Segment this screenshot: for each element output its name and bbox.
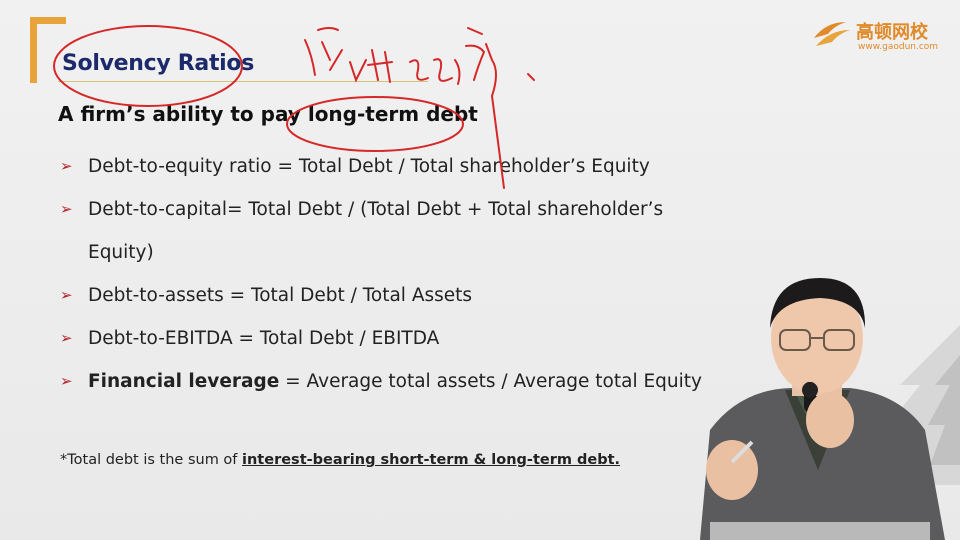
title-divider <box>58 81 428 82</box>
logo-url: www.gaodun.com <box>858 42 939 52</box>
handwritten-dot <box>527 73 535 81</box>
logo-swoosh-icon <box>814 22 850 46</box>
logo-text: 高顿网校 <box>856 22 928 43</box>
bullet-text: Equity) <box>88 242 154 263</box>
bullet-list: ➢ Debt-to-equity ratio = Total Debt / To… <box>60 145 740 403</box>
slide-title: Solvency Ratios <box>62 51 255 76</box>
bullet-arrow-icon: ➢ <box>60 200 73 218</box>
footnote-emphasis: interest-bearing short-term & long-term … <box>242 452 621 468</box>
bullet-financial-leverage: ➢ Financial leverage = Average total ass… <box>60 360 740 403</box>
bullet-text: = Average total assets / Average total E… <box>279 371 702 392</box>
corner-bracket-decoration <box>30 17 66 83</box>
bullet-arrow-icon: ➢ <box>60 329 73 347</box>
handwritten-character-4 <box>409 58 461 85</box>
handwritten-character-3 <box>367 49 393 83</box>
bullet-debt-to-assets: ➢ Debt-to-assets = Total Debt / Total As… <box>60 274 740 317</box>
bullet-debt-to-capital: ➢ Debt-to-capital= Total Debt / (Total D… <box>60 188 740 231</box>
bullet-arrow-icon: ➢ <box>60 286 73 304</box>
bullet-arrow-icon: ➢ <box>60 372 73 390</box>
long-term-debt-circle-annotation <box>286 96 464 152</box>
bullet-debt-to-equity: ➢ Debt-to-equity ratio = Total Debt / To… <box>60 145 740 188</box>
footnote-prefix: Total debt is the sum of <box>67 452 243 468</box>
bullet-text: Debt-to-EBITDA = Total Debt / EBITDA <box>88 328 440 349</box>
bullet-bold-term: Financial leverage <box>88 371 280 392</box>
bullet-debt-to-capital-continued: Equity) <box>60 231 740 274</box>
footnote: *Total debt is the sum of interest-beari… <box>60 452 620 468</box>
presenter-video <box>700 278 945 540</box>
bullet-arrow-icon: ➢ <box>60 157 73 175</box>
annotation-strokes <box>53 25 535 189</box>
bullet-text: Debt-to-assets = Total Debt / Total Asse… <box>88 285 473 306</box>
decorative-arrows-graphic <box>880 325 960 485</box>
handwritten-character-1 <box>304 27 343 76</box>
bullet-debt-to-ebitda: ➢ Debt-to-EBITDA = Total Debt / EBITDA <box>60 317 740 360</box>
bullet-text: Debt-to-capital= Total Debt / (Total Deb… <box>88 199 664 220</box>
handwritten-character-2 <box>349 59 367 83</box>
gaodun-logo: 高顿网校 www.gaodun.com <box>812 14 942 56</box>
bullet-text: Debt-to-equity ratio = Total Debt / Tota… <box>88 156 650 177</box>
footnote-star: * <box>60 452 68 468</box>
handwritten-character-5 <box>465 27 505 189</box>
title-circle-annotation <box>53 25 243 107</box>
